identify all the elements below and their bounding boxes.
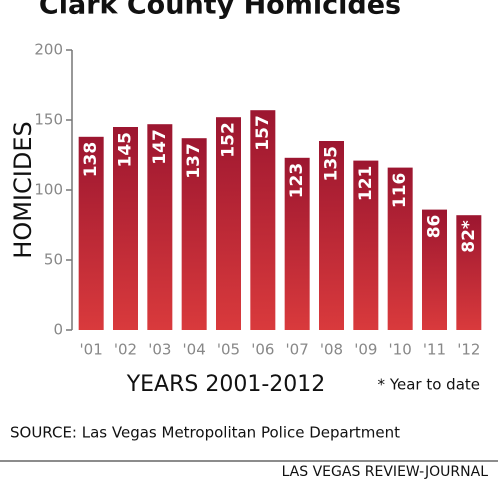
y-tick-label: 150 [34,111,63,129]
value-label: 145 [116,132,136,168]
value-label: 137 [184,143,204,179]
bar [147,124,173,330]
x-tick-label: '10 [389,341,412,359]
y-axis-label: HOMICIDES [9,121,37,258]
bar [284,157,310,330]
value-label: 138 [81,142,101,178]
value-label: 116 [390,173,410,209]
bar [319,141,344,330]
x-tick-label: '12 [457,341,480,359]
x-tick-label: '11 [423,341,446,359]
x-tick-label: '07 [286,341,309,359]
y-tick-label: 0 [53,321,63,339]
value-label: 121 [356,166,376,202]
bar [78,136,104,330]
x-tick-label: '01 [80,341,103,359]
note: * Year to date [378,376,480,394]
bar [216,117,241,330]
value-label: 147 [150,129,170,165]
y-tick-label: 200 [34,41,63,59]
x-tick-label: '06 [251,341,274,359]
x-axis-label: YEARS 2001-2012 [126,372,326,397]
value-label: 123 [287,163,307,199]
bar [181,138,207,330]
source: SOURCE: Las Vegas Metropolitan Police De… [10,424,400,442]
y-tick-label: 50 [44,251,63,269]
chart-title: Clark County Homicides [39,0,401,21]
x-tick-label: '03 [148,341,171,359]
value-label: 152 [219,122,239,158]
x-tick-label: '02 [114,341,137,359]
value-label: 82* [459,220,479,253]
bar [353,160,379,330]
bar [250,110,276,330]
credit: LAS VEGAS REVIEW-JOURNAL [282,464,489,480]
bar [387,167,413,330]
x-tick-label: '09 [354,341,377,359]
bar [456,215,482,330]
value-label: 135 [322,146,342,182]
bar [113,127,138,330]
bar [422,209,447,330]
y-tick-label: 100 [34,181,63,199]
x-tick-label: '04 [183,341,206,359]
x-tick-label: '05 [217,341,240,359]
x-tick-label: '08 [320,341,343,359]
value-label: 157 [253,115,273,151]
value-label: 86 [425,215,445,239]
